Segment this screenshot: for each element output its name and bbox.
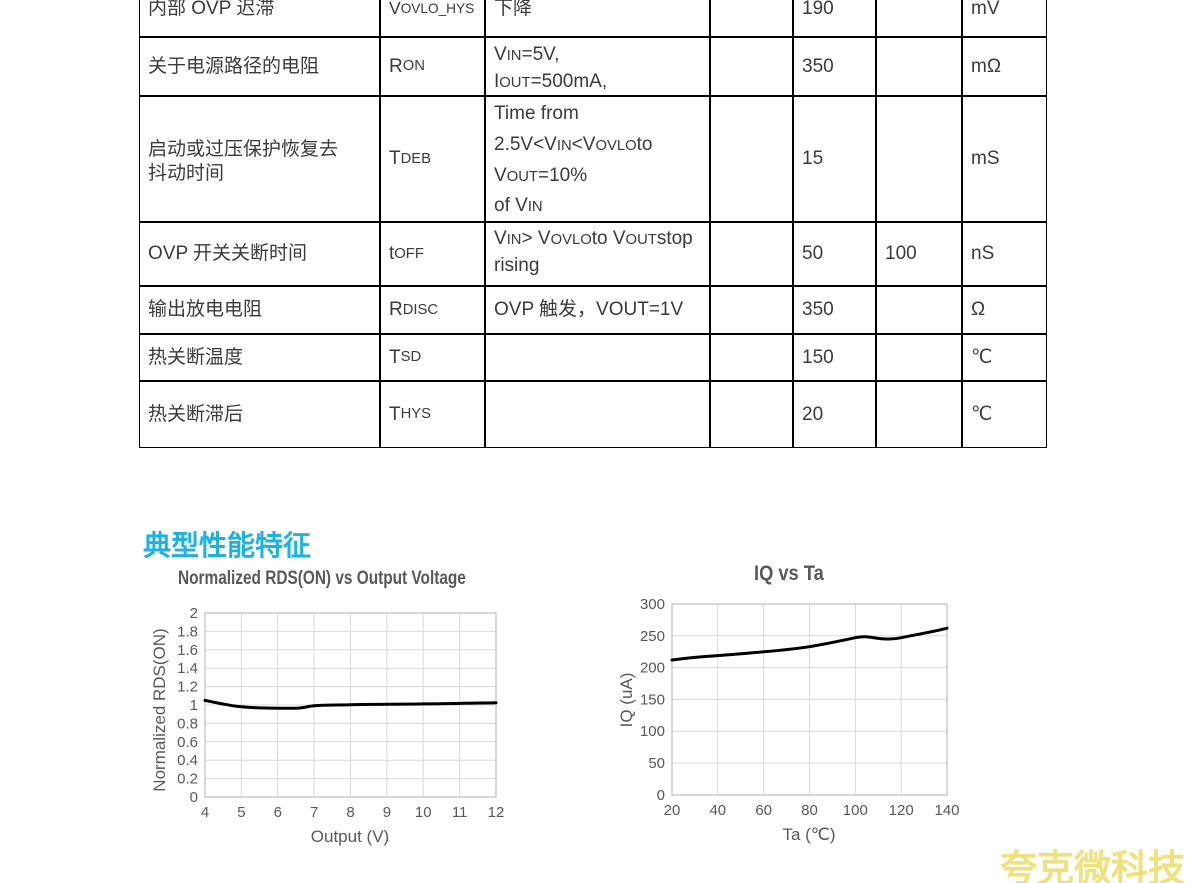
svg-text:200: 200 (640, 660, 665, 677)
svg-text:1.8: 1.8 (177, 623, 198, 640)
svg-text:250: 250 (640, 628, 665, 645)
svg-text:300: 300 (640, 596, 665, 613)
svg-text:1: 1 (190, 697, 198, 714)
svg-text:11: 11 (452, 804, 468, 821)
svg-text:1.2: 1.2 (177, 679, 198, 696)
svg-text:0: 0 (190, 789, 198, 806)
svg-text:50: 50 (648, 755, 665, 772)
svg-text:Output (V): Output (V) (311, 827, 389, 846)
svg-text:Normalized RDS(ON): Normalized RDS(ON) (150, 628, 169, 791)
svg-text:0.2: 0.2 (177, 771, 198, 788)
svg-text:100: 100 (843, 802, 868, 819)
svg-text:1.6: 1.6 (177, 642, 198, 659)
svg-text:6: 6 (274, 804, 282, 821)
svg-text:IQ (uA): IQ (uA) (617, 673, 636, 728)
svg-text:60: 60 (755, 802, 772, 819)
svg-text:8: 8 (346, 804, 354, 821)
svg-text:9: 9 (383, 804, 391, 821)
svg-text:40: 40 (709, 802, 726, 819)
svg-text:150: 150 (640, 691, 665, 708)
svg-text:1.4: 1.4 (177, 660, 198, 677)
svg-text:4: 4 (201, 804, 209, 821)
svg-text:0.6: 0.6 (177, 734, 198, 751)
svg-text:5: 5 (237, 804, 245, 821)
svg-text:10: 10 (415, 804, 432, 821)
svg-text:120: 120 (889, 802, 914, 819)
svg-text:100: 100 (640, 723, 665, 740)
svg-text:80: 80 (801, 802, 818, 819)
svg-text:0.8: 0.8 (177, 715, 198, 732)
svg-text:0.4: 0.4 (177, 752, 198, 769)
svg-text:140: 140 (934, 802, 959, 819)
svg-text:20: 20 (664, 802, 681, 819)
svg-text:7: 7 (310, 804, 318, 821)
svg-text:Ta (℃): Ta (℃) (782, 825, 835, 844)
svg-text:12: 12 (488, 804, 505, 821)
svg-text:2: 2 (190, 605, 198, 622)
